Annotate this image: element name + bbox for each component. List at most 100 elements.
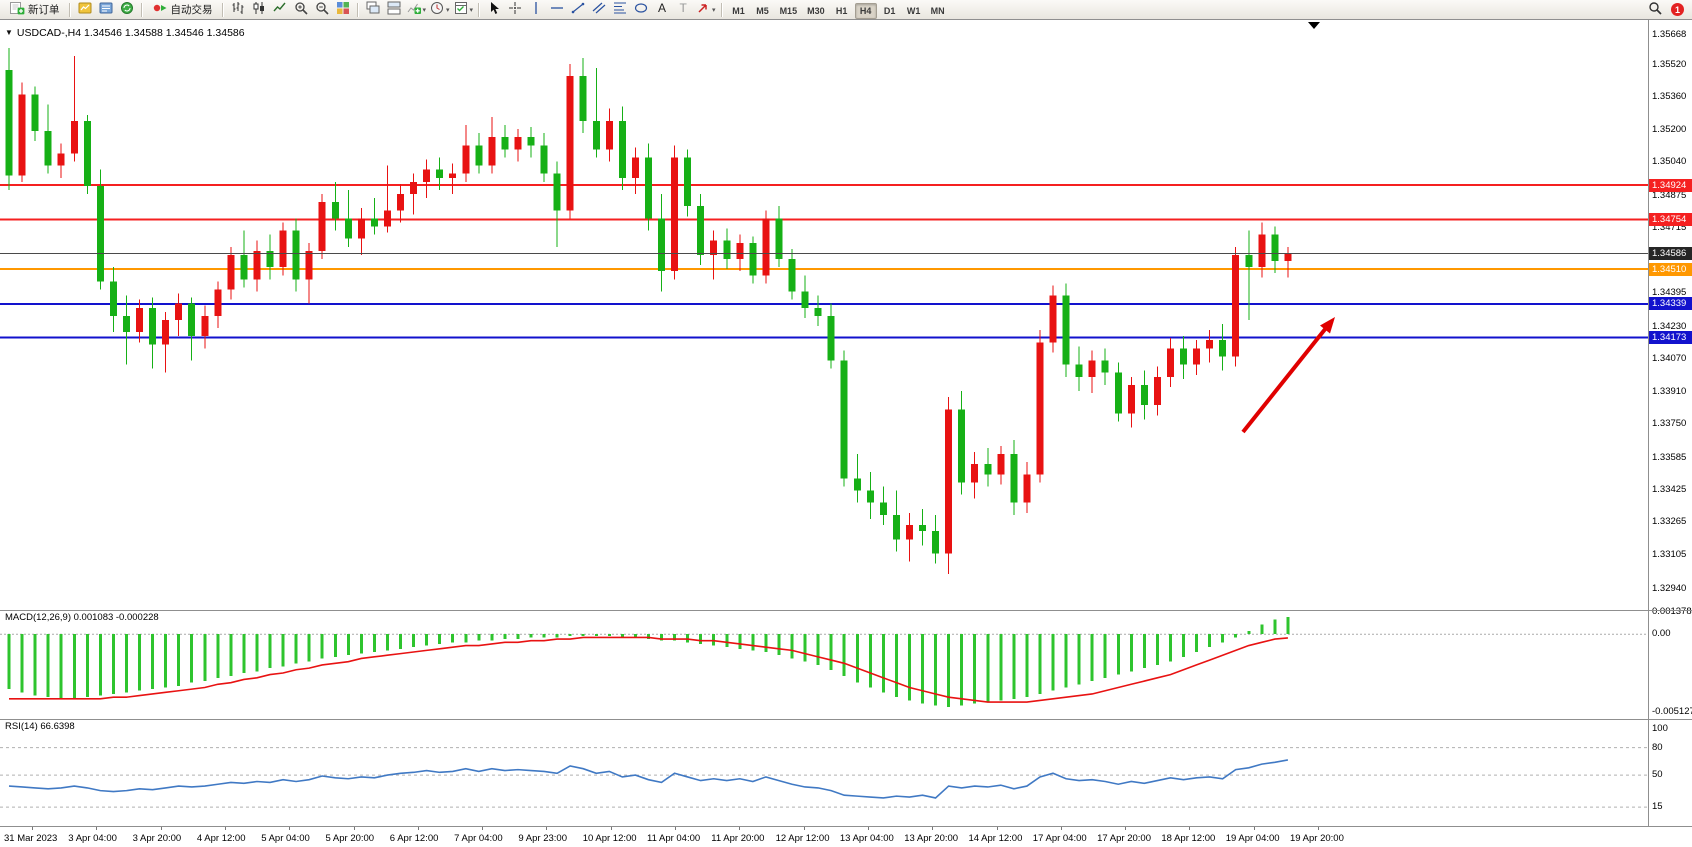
market-watch-button[interactable] xyxy=(96,1,116,19)
time-axis-tick xyxy=(1060,827,1062,830)
ellipse-shape-icon xyxy=(633,0,649,19)
label-tool-button[interactable]: T xyxy=(673,1,693,19)
chart-canvas[interactable] xyxy=(0,20,1648,826)
indicators-icon xyxy=(406,0,422,19)
indicators-button[interactable]: ▾ xyxy=(405,1,428,19)
chart-window[interactable]: ▼ USDCAD-,H4 1.34546 1.34588 1.34546 1.3… xyxy=(0,20,1692,847)
timeframe-button-M1[interactable]: M1 xyxy=(728,3,750,19)
time-axis-label: 6 Apr 12:00 xyxy=(389,833,439,844)
line-chart-icon xyxy=(272,0,288,19)
tile-horizontal-icon xyxy=(386,0,402,19)
templates-icon xyxy=(453,0,469,19)
trendline-tool-button[interactable] xyxy=(568,1,588,19)
macd-axis-zero: 0.00 xyxy=(1652,628,1671,640)
time-axis-tick xyxy=(417,827,419,830)
zoom-out-button[interactable] xyxy=(312,1,332,19)
channel-tool-button[interactable] xyxy=(589,1,609,19)
chevron-down-icon: ▾ xyxy=(469,6,474,14)
tile-horizontal-button[interactable] xyxy=(384,1,404,19)
timeframe-button-M5[interactable]: M5 xyxy=(752,3,774,19)
timeframe-button-H4[interactable]: H4 xyxy=(854,2,877,19)
macd-axis-min: -0.005127 xyxy=(1652,706,1692,717)
macd-signal-line xyxy=(9,636,1288,703)
price-axis[interactable]: 1.35668 1.35520 1.35360 1.35200 1.35040 1.348… xyxy=(1648,20,1692,826)
notification-badge[interactable]: 1 xyxy=(1671,3,1684,16)
arrow-tool-icon xyxy=(695,0,711,19)
text-tool-button[interactable]: A xyxy=(652,1,672,19)
vertical-line-tool-button[interactable] xyxy=(526,1,546,19)
price-badge-1.34754: 1.34754 xyxy=(1649,213,1692,227)
candlestick-chart-icon xyxy=(251,0,267,19)
price-tick-label: 1.33265 xyxy=(1652,516,1687,528)
line-chart-mode-button[interactable] xyxy=(270,1,290,19)
fibonacci-icon xyxy=(612,0,628,19)
timeframe-button-W1[interactable]: W1 xyxy=(903,3,925,19)
timeframe-button-M30[interactable]: M30 xyxy=(803,3,829,19)
time-axis-label: 5 Apr 20:00 xyxy=(325,833,375,844)
time-axis-tick xyxy=(96,827,98,830)
trend-arrow-annotation[interactable] xyxy=(1241,317,1335,434)
price-tick-label: 1.34875 xyxy=(1652,189,1687,201)
pane-separator[interactable] xyxy=(0,719,1692,720)
zoom-in-button[interactable] xyxy=(291,1,311,19)
price-tick-label: 1.32940 xyxy=(1652,582,1687,594)
time-axis-tick xyxy=(1253,827,1255,830)
timeframe-button-M15[interactable]: M15 xyxy=(776,3,802,19)
cascade-windows-button[interactable] xyxy=(363,1,383,19)
symbol-dropdown-icon[interactable]: ▼ xyxy=(5,28,13,37)
charts-icon xyxy=(77,0,93,19)
auto-trading-button[interactable]: 自动交易 xyxy=(147,1,218,19)
time-axis-label: 12 Apr 12:00 xyxy=(775,833,830,844)
candlestick-series xyxy=(5,47,1292,574)
channel-icon xyxy=(591,0,607,19)
search-button[interactable] xyxy=(1645,1,1665,19)
charts-button[interactable] xyxy=(75,1,95,19)
time-axis[interactable]: 31 Mar 2023 3 Apr 04:00 3 Apr 20:00 4 Apr 1… xyxy=(0,826,1692,847)
time-axis-tick xyxy=(353,827,355,830)
toolbar-separator xyxy=(140,2,143,17)
time-axis-label: 13 Apr 04:00 xyxy=(839,833,894,844)
crosshair-icon xyxy=(507,0,523,19)
text-icon: A xyxy=(654,0,670,19)
refresh-button[interactable] xyxy=(117,1,137,19)
svg-text:A: A xyxy=(658,1,666,15)
timeframe-button-D1[interactable]: D1 xyxy=(879,3,901,19)
time-axis-tick xyxy=(289,827,291,830)
time-axis-tick xyxy=(739,827,741,830)
periods-button[interactable]: ▾ xyxy=(428,1,451,19)
new-order-icon xyxy=(9,0,25,19)
price-badge-1.34586: 1.34586 xyxy=(1649,247,1692,261)
new-order-button[interactable]: 新订单 xyxy=(4,1,65,19)
vertical-line-icon xyxy=(528,0,544,19)
timeframe-button-H1[interactable]: H1 xyxy=(831,3,853,19)
time-axis-tick xyxy=(224,827,226,830)
rsi-axis-15: 15 xyxy=(1652,801,1663,813)
zoom-in-icon xyxy=(293,0,309,19)
bar-chart-mode-button[interactable] xyxy=(228,1,248,19)
toolbar-separator xyxy=(720,2,723,17)
timeframe-button-MN[interactable]: MN xyxy=(927,3,949,19)
toolbar-separator xyxy=(221,2,224,17)
time-axis-tick xyxy=(996,827,998,830)
candlestick-mode-button[interactable] xyxy=(249,1,269,19)
templates-button[interactable]: ▾ xyxy=(452,1,475,19)
cursor-tool-button[interactable] xyxy=(484,1,504,19)
trendline-icon xyxy=(570,0,586,19)
main-toolbar: 新订单 自动交易 ▾ ▾ ▾ A T ▾ xyxy=(0,0,1692,20)
time-axis-label: 18 Apr 12:00 xyxy=(1161,833,1216,844)
horizontal-line-tool-button[interactable] xyxy=(547,1,567,19)
bar-chart-icon xyxy=(230,0,246,19)
time-axis-tick xyxy=(610,827,612,830)
crosshair-tool-button[interactable] xyxy=(505,1,525,19)
pane-separator[interactable] xyxy=(0,610,1692,611)
time-axis-tick xyxy=(932,827,934,830)
time-axis-label: 10 Apr 12:00 xyxy=(582,833,637,844)
time-axis-tick xyxy=(482,827,484,830)
price-tick-label: 1.34070 xyxy=(1652,353,1687,365)
shapes-tool-button[interactable] xyxy=(631,1,651,19)
tile-windows-button[interactable] xyxy=(333,1,353,19)
time-axis-label: 17 Apr 20:00 xyxy=(1097,833,1151,844)
fibonacci-tool-button[interactable] xyxy=(610,1,630,19)
arrows-tool-button[interactable]: ▾ xyxy=(694,1,717,19)
time-axis-label: 3 Apr 04:00 xyxy=(68,833,117,844)
